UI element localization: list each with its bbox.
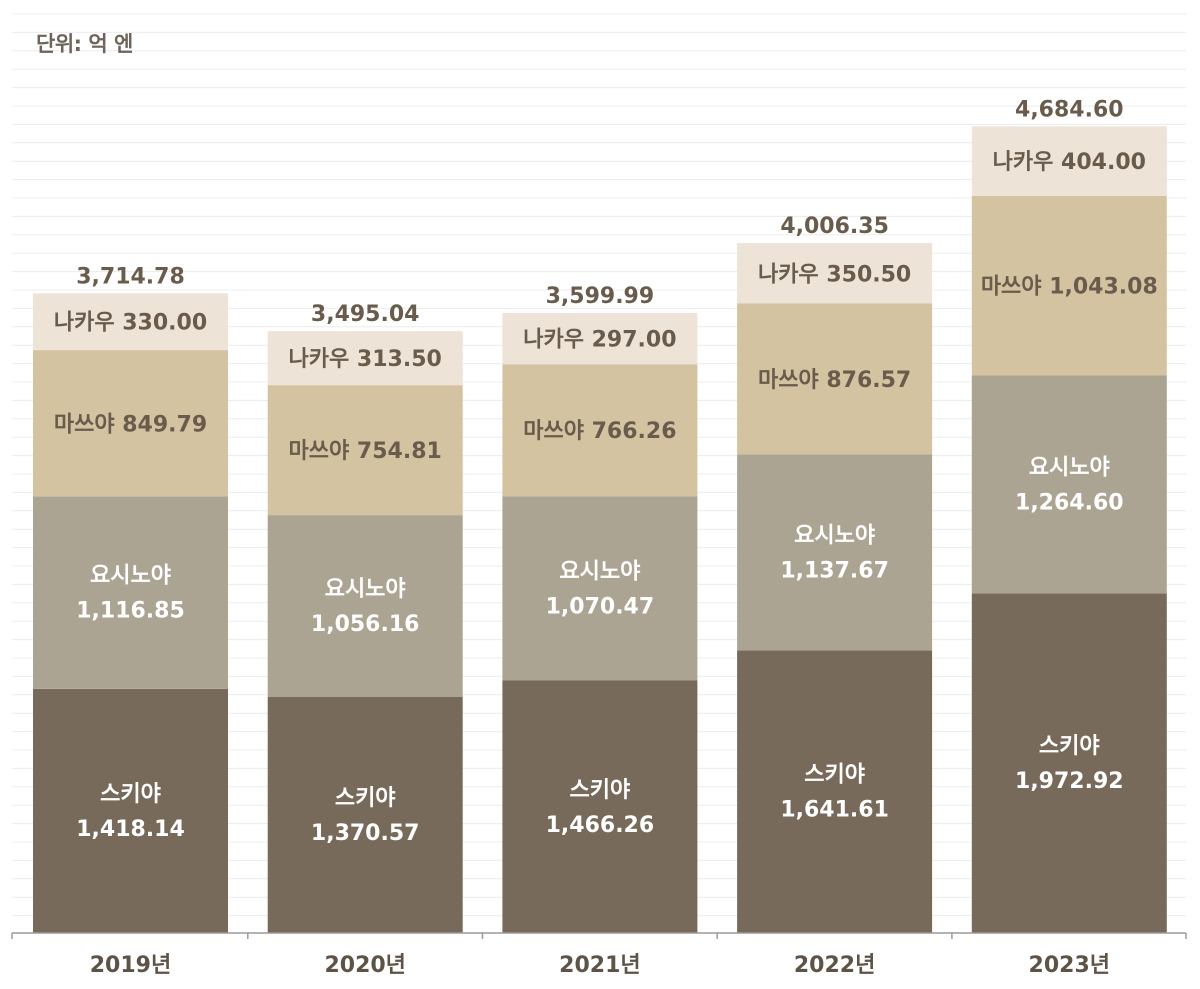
segment-value-label: 1,370.57	[311, 821, 420, 846]
segment-series-label: 스키야	[1039, 734, 1100, 759]
bar-segment	[737, 650, 933, 933]
segment-series-label: 스키야	[335, 786, 396, 811]
segment-value-label: 마쓰야 849.79	[54, 412, 207, 437]
x-tick-label: 2019년	[90, 953, 171, 978]
segment-value-label: 나카우 404.00	[993, 150, 1146, 175]
segment-value-label: 1,070.47	[546, 594, 655, 619]
unit-label: 단위: 억 엔	[36, 32, 133, 56]
segment-value-label: 나카우 297.00	[523, 328, 676, 353]
x-tick-label: 2023년	[1029, 953, 1110, 978]
bar-segment	[502, 313, 698, 365]
bar-segment	[267, 331, 463, 386]
segment-series-label: 요시노야	[325, 577, 406, 602]
segment-value-label: 1,116.85	[76, 599, 185, 624]
segment-value-label: 1,418.14	[76, 817, 185, 842]
bar-segments: 스키야 1,418.14 요시노야 1,116.85 마쓰야 849.79 나카우 330…	[33, 97, 1167, 933]
bar-segment	[33, 496, 228, 689]
total-label: 3,495.04	[311, 302, 420, 327]
x-axis: 2019년 2020년 2021년 2022년 2023년	[11, 932, 1187, 978]
segment-value-label: 마쓰야 876.57	[758, 368, 911, 393]
segment-series-label: 요시노야	[90, 564, 171, 589]
segment-value-label: 1,264.60	[1015, 490, 1124, 515]
bar-segment	[267, 385, 463, 516]
segment-value-label: 마쓰야 766.26	[523, 419, 676, 444]
segment-value-label: 1,641.61	[780, 798, 889, 823]
x-tick-label: 2020년	[324, 953, 405, 978]
bar-segment	[267, 697, 463, 933]
segment-value-label: 나카우 350.50	[758, 262, 911, 287]
segment-value-label: 마쓰야 1,043.08	[981, 275, 1158, 300]
segment-value-label: 1,056.16	[311, 612, 420, 637]
bar-segment	[33, 350, 228, 497]
segment-series-label: 요시노야	[559, 559, 640, 584]
bar-segment	[971, 126, 1167, 196]
total-label: 3,714.78	[76, 264, 185, 289]
x-tick-label: 2021년	[559, 953, 640, 978]
segment-series-label: 스키야	[570, 778, 631, 803]
bar-segment	[502, 364, 698, 497]
segment-series-label: 요시노야	[1029, 455, 1110, 480]
bar-segment	[33, 293, 228, 351]
segment-value-label: 나카우 313.50	[289, 347, 442, 372]
segment-series-label: 스키야	[100, 782, 161, 807]
bar-segment	[971, 593, 1167, 933]
segment-value-label: 1,972.92	[1015, 769, 1124, 794]
bar-segment	[737, 243, 933, 304]
total-label: 4,006.35	[780, 214, 889, 239]
segment-value-label: 마쓰야 754.81	[289, 439, 442, 464]
bar-segment	[971, 195, 1167, 376]
x-tick-label: 2022년	[794, 953, 875, 978]
total-label: 3,599.99	[546, 284, 655, 309]
bar-segment	[971, 375, 1167, 594]
bar-segment	[267, 515, 463, 697]
segment-value-label: 1,466.26	[546, 813, 655, 838]
segment-series-label: 요시노야	[794, 523, 875, 548]
segment-series-label: 스키야	[804, 763, 865, 788]
bar-segment	[737, 303, 933, 455]
bar-segment	[502, 680, 698, 933]
bar-segment	[33, 688, 228, 933]
bar-segment	[737, 454, 933, 651]
segment-value-label: 1,137.67	[780, 558, 889, 583]
total-label: 4,684.60	[1015, 97, 1124, 122]
segment-value-label: 나카우 330.00	[54, 311, 207, 336]
bar-segment	[502, 496, 698, 681]
